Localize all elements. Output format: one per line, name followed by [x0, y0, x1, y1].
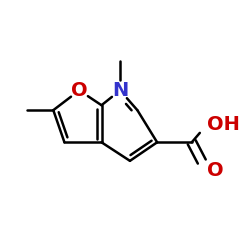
Text: N: N	[112, 81, 128, 100]
Text: O: O	[206, 161, 223, 180]
Text: O: O	[71, 81, 88, 100]
Text: OH: OH	[206, 116, 240, 134]
